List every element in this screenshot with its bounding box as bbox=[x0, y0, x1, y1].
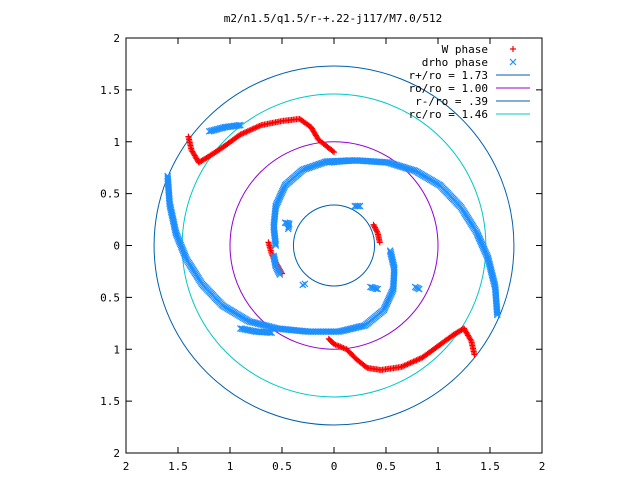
drho-phase-point bbox=[235, 121, 243, 129]
w-phase-point bbox=[371, 224, 378, 231]
drho-phase-point bbox=[387, 248, 394, 256]
drho-phase-point bbox=[372, 285, 380, 293]
x-tick-label: 0.5 bbox=[272, 460, 292, 473]
drho-phase-point bbox=[272, 242, 280, 249]
y-tick-label: 0.5 bbox=[100, 188, 120, 201]
chart-title: m2/n1.5/q1.5/r-+.22-j117/M7.0/512 bbox=[224, 12, 443, 25]
drho-phase-point bbox=[268, 329, 276, 337]
legend-label: rc/ro = 1.46 bbox=[409, 108, 488, 121]
y-tick-label: 0.5 bbox=[100, 291, 120, 304]
legend-label: drho phase bbox=[422, 56, 488, 69]
y-tick-label: 1 bbox=[113, 136, 120, 149]
drho-phase-point bbox=[301, 280, 309, 288]
x-tick-label: 2 bbox=[123, 460, 130, 473]
drho-phase-point bbox=[272, 240, 280, 248]
x-tick-label: 1 bbox=[435, 460, 442, 473]
w-phase-point bbox=[374, 230, 381, 237]
y-tick-label: 2 bbox=[113, 32, 120, 45]
circle-r bbox=[153, 65, 515, 426]
drho-phase-point bbox=[236, 121, 244, 129]
circle-rc bbox=[181, 93, 487, 398]
y-tick-label: 1.5 bbox=[100, 84, 120, 97]
w-phase-point bbox=[326, 336, 333, 343]
circle-ro bbox=[229, 141, 439, 350]
y-tick-label: 2 bbox=[113, 447, 120, 460]
drho-phase-point bbox=[346, 157, 354, 164]
w-phase-point bbox=[371, 223, 378, 230]
w-phase-point bbox=[372, 225, 379, 232]
drho-phase-point bbox=[374, 285, 382, 293]
legend-marker bbox=[510, 46, 516, 52]
circle-r bbox=[292, 204, 376, 287]
x-tick-label: 0.5 bbox=[376, 460, 396, 473]
legend-label: W phase bbox=[442, 43, 488, 56]
drho-phase-point bbox=[386, 247, 394, 255]
legend-label: r+/ro = 1.73 bbox=[409, 69, 488, 82]
legend-label: r-/ro = .39 bbox=[415, 95, 488, 108]
drho-phase-point bbox=[299, 281, 307, 289]
x-tick-label: 1 bbox=[227, 460, 234, 473]
drho-phase-point bbox=[266, 329, 274, 336]
x-tick-label: 0 bbox=[331, 460, 338, 473]
drho-phase-point bbox=[284, 225, 292, 233]
w-phase-point bbox=[373, 227, 380, 234]
y-tick-label: 1 bbox=[113, 343, 120, 356]
x-tick-label: 1.5 bbox=[480, 460, 500, 473]
drho-phase-point bbox=[354, 202, 362, 210]
y-tick-label: 0 bbox=[113, 240, 120, 253]
drho-phase-point bbox=[344, 157, 352, 165]
drho-phase-point bbox=[356, 202, 364, 210]
drho-phase-point bbox=[285, 223, 293, 231]
w-phase-point bbox=[373, 228, 380, 235]
w-phase-point bbox=[329, 148, 336, 155]
drho-phase-point bbox=[415, 285, 423, 293]
w-phase-point bbox=[370, 221, 377, 228]
x-tick-label: 2 bbox=[539, 460, 546, 473]
legend-label: ro/ro = 1.00 bbox=[409, 82, 488, 95]
w-phase-point bbox=[325, 335, 332, 342]
drho-phase-point bbox=[276, 271, 284, 278]
w-phase-point bbox=[331, 149, 337, 156]
legend-marker bbox=[509, 58, 517, 66]
x-tick-label: 1.5 bbox=[168, 460, 188, 473]
y-tick-label: 1.5 bbox=[100, 395, 120, 408]
